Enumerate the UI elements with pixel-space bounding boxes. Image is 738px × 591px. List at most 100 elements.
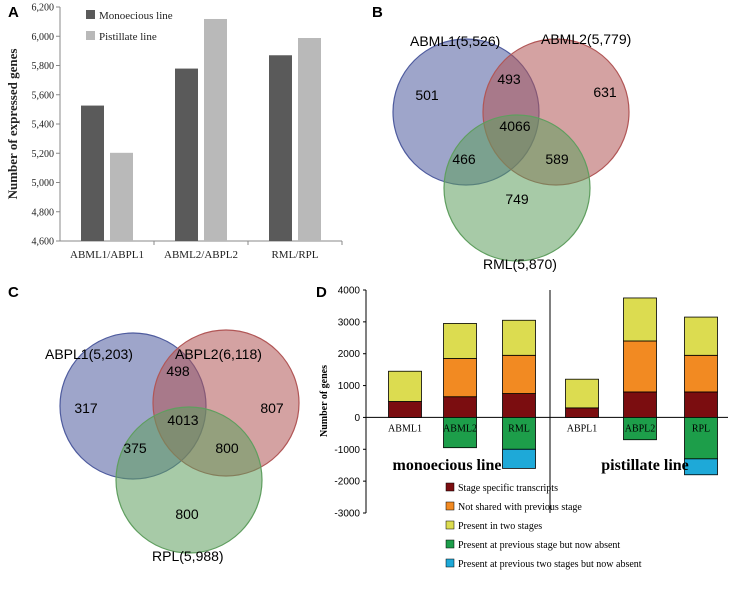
chart-d-y-tick-label: 4000 — [338, 286, 361, 297]
chart-a-bar-1 — [110, 152, 133, 241]
chart-a-x-tick-label: ABML2/ABPL2 — [164, 249, 238, 261]
venn-set-label: ABML1(5,526) — [410, 33, 500, 49]
venn-set-label: ABML2(5,779) — [541, 31, 631, 47]
chart-d-bar-negative-0 — [684, 417, 718, 460]
venn-set-label: RML(5,870) — [483, 256, 557, 272]
chart-d-bar-negative-1 — [684, 458, 718, 476]
chart-a-legend-label: Pistillate line — [99, 31, 157, 43]
venn-c: ABPL1(5,203) ABPL2(6,118) RPL(5,988) 317 807… — [45, 329, 300, 564]
chart-d-bar-positive-0 — [388, 401, 422, 418]
chart-a-y-axis-label: Number of expressed genes — [5, 49, 20, 200]
venn-region-r123: 4066 — [499, 118, 530, 134]
chart-a-y-tick-label: 4,600 — [32, 237, 55, 248]
chart-d-bar-negative-1 — [502, 448, 536, 469]
chart-d-x-tick-label: ABPL1 — [567, 423, 598, 434]
chart-a-bar-1 — [298, 38, 321, 241]
venn-set-label: ABPL2(6,118) — [175, 346, 262, 362]
venn-region-r23: 800 — [215, 440, 239, 456]
chart-a-x-tick-label: ABML1/ABPL1 — [70, 249, 144, 261]
chart-a-y-tick-label: 5,400 — [32, 120, 55, 131]
chart-d-y-tick-label: 2000 — [338, 349, 361, 360]
chart-a-bar-0 — [81, 105, 104, 241]
chart-d-y-tick-label: 0 — [354, 413, 360, 424]
venn-region-r12: 493 — [497, 71, 521, 87]
panel-label-b: B — [372, 4, 383, 21]
chart-d-bar-negative-0 — [443, 417, 477, 449]
chart-d-legend-swatch — [445, 558, 455, 568]
chart-d-legend-label: Stage specific transcripts — [458, 483, 558, 494]
venn-set-label: ABPL1(5,203) — [45, 346, 133, 362]
chart-d-bar-positive-0 — [623, 391, 657, 418]
chart-a-legend-swatch — [86, 10, 95, 19]
chart-a-y-tick-label: 6,200 — [32, 3, 55, 14]
chart-d-legend-label: Not shared with previous stage — [458, 502, 582, 513]
venn-region-r123: 4013 — [167, 412, 198, 428]
chart-d-group-label: monoecious line — [393, 457, 502, 474]
chart-d-y-tick-label: -2000 — [334, 477, 360, 488]
chart-a-y-tick-label: 5,200 — [32, 149, 55, 160]
venn-region-only2: 807 — [260, 400, 284, 416]
venn-set-label: RPL(5,988) — [152, 548, 224, 564]
venn-b: ABML1(5,526) ABML2(5,779) RML(5,870) 501 631… — [392, 31, 631, 272]
chart-d: -3000 -2000 -1000 0 1000 2000 3000 4000 Number o… — [319, 286, 728, 570]
venn-circle-3 — [443, 114, 591, 262]
chart-d-bar-positive-1 — [502, 354, 536, 394]
chart-a-y-tick-label: 5,800 — [32, 61, 55, 72]
chart-a-y-tick-label: 5,000 — [32, 178, 55, 189]
chart-d-y-axis-label: Number of genes — [319, 365, 330, 437]
chart-d-bar-positive-0 — [443, 396, 477, 418]
chart-d-bar-positive-0 — [502, 393, 536, 418]
chart-d-bar-negative-0 — [502, 417, 536, 450]
chart-d-legend-label: Present at previous two stages but now a… — [458, 559, 642, 570]
chart-d-bar-positive-1 — [684, 354, 718, 393]
venn-region-only3: 749 — [505, 191, 529, 207]
chart-d-legend-swatch — [445, 482, 455, 492]
chart-d-y-tick-label: -3000 — [334, 509, 360, 520]
chart-d-x-tick-label: RPL — [692, 423, 710, 434]
panel-label-d: D — [316, 284, 327, 301]
chart-a: 4,600 4,800 5,000 5,200 5,400 5,600 5,800 6,000… — [5, 3, 343, 261]
chart-d-bar-positive-2 — [388, 370, 422, 402]
venn-circle-3 — [115, 406, 263, 554]
chart-d-x-tick-label: ABML1 — [388, 423, 422, 434]
venn-region-only2: 631 — [593, 84, 617, 100]
chart-d-legend-label: Present at previous stage but now absent — [458, 540, 620, 551]
chart-d-x-tick-label: ABPL2 — [625, 423, 656, 434]
chart-d-bar-positive-0 — [565, 407, 599, 418]
venn-region-r13: 466 — [452, 151, 476, 167]
chart-d-bar-positive-2 — [443, 323, 477, 359]
chart-a-bar-0 — [269, 55, 292, 242]
venn-region-only3: 800 — [175, 506, 199, 522]
panel-label-a: A — [8, 4, 19, 21]
chart-d-legend-swatch — [445, 520, 455, 530]
chart-d-legend-swatch — [445, 539, 455, 549]
chart-d-bar-positive-2 — [623, 297, 657, 342]
venn-region-r23: 589 — [545, 151, 569, 167]
chart-a-x-tick-label: RML/RPL — [271, 249, 318, 261]
chart-a-bar-1 — [204, 18, 227, 242]
chart-a-legend-swatch — [86, 31, 95, 40]
venn-region-r13: 375 — [123, 440, 147, 456]
chart-d-x-tick-label: ABML2 — [443, 423, 477, 434]
venn-region-only1: 317 — [74, 400, 98, 416]
chart-d-y-tick-label: 1000 — [338, 381, 361, 392]
chart-d-y-tick-label: -1000 — [334, 445, 360, 456]
chart-d-bar-positive-0 — [684, 391, 718, 418]
chart-a-y-tick-label: 6,000 — [32, 32, 55, 43]
chart-a-legend-label: Monoecious line — [99, 10, 173, 22]
chart-d-bar-positive-2 — [684, 316, 718, 356]
chart-d-legend-label: Present in two stages — [458, 521, 542, 532]
chart-d-bar-negative-0 — [623, 417, 657, 441]
chart-d-x-tick-label: RML — [508, 423, 530, 434]
chart-d-group-label: pistillate line — [601, 457, 689, 474]
chart-d-bar-positive-2 — [565, 378, 599, 409]
chart-d-bar-positive-1 — [443, 358, 477, 398]
chart-a-y-tick-label: 5,600 — [32, 90, 55, 101]
panel-label-c: C — [8, 284, 19, 301]
chart-d-y-tick-label: 3000 — [338, 317, 361, 328]
venn-region-r12: 498 — [166, 363, 190, 379]
venn-region-only1: 501 — [415, 87, 439, 103]
chart-d-bar-positive-1 — [623, 340, 657, 393]
chart-a-y-tick-label: 4,800 — [32, 207, 55, 218]
